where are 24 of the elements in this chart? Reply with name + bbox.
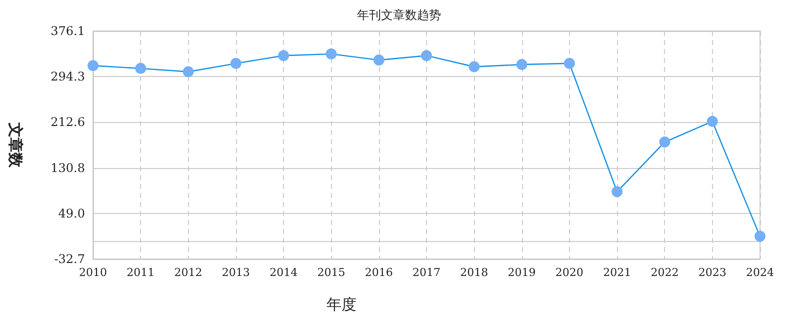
- x-tick-label: 2013: [222, 266, 250, 279]
- x-tick-label: 2021: [603, 266, 632, 279]
- y-axis-title: 文章数: [6, 122, 24, 168]
- y-tick-label: 49.0: [58, 206, 85, 220]
- chart-title: 年刊文章数趋势: [357, 8, 441, 22]
- x-axis-title: 年度: [326, 296, 356, 314]
- x-tick-label: 2015: [317, 266, 346, 279]
- x-tick-label: 2022: [650, 266, 679, 279]
- x-tick-label: 2016: [364, 266, 393, 279]
- y-tick-label: 130.8: [50, 160, 85, 175]
- x-tick-label: 2011: [126, 266, 155, 279]
- x-tick-label: 2018: [460, 266, 488, 279]
- y-tick-label: 376.1: [50, 24, 85, 38]
- x-tick-label: 2023: [698, 266, 726, 279]
- x-tick-label: 2024: [746, 266, 774, 279]
- x-tick-label: 2017: [412, 266, 440, 279]
- x-tick-label: 2019: [508, 266, 536, 279]
- x-tick-label: 2020: [555, 266, 584, 279]
- x-tick-label: 2014: [270, 266, 298, 279]
- x-tick-label: 2012: [174, 266, 202, 279]
- x-tick-label: 2010: [79, 266, 107, 279]
- y-tick-label: 294.3: [50, 70, 85, 84]
- y-tick-label: 212.6: [50, 115, 85, 130]
- y-tick-label: -32.7: [54, 252, 85, 266]
